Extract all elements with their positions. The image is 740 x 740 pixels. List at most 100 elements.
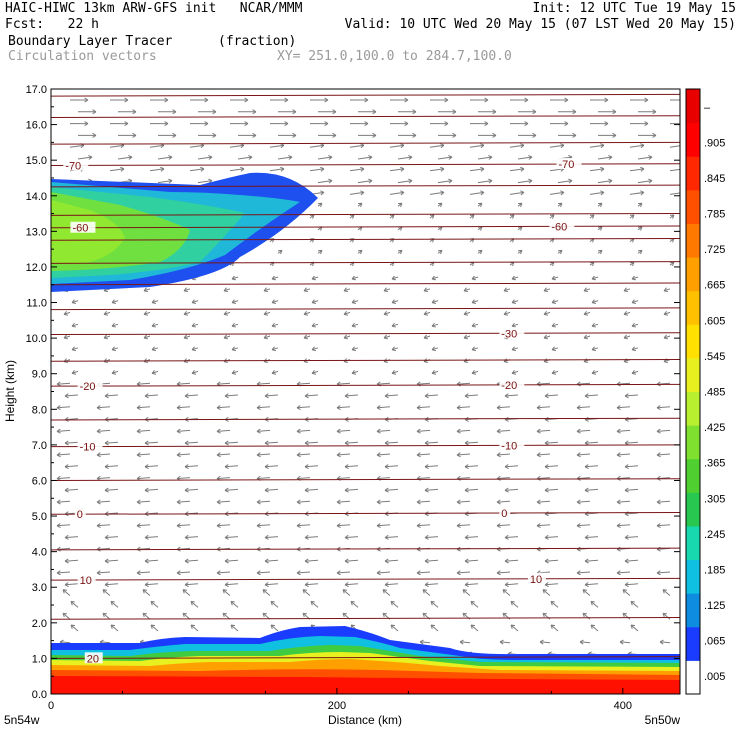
vector-arrow [264,464,279,470]
vector-arrow [551,370,559,375]
vector-arrow [136,405,151,411]
vector-arrow [216,523,231,529]
vector-arrow [64,393,79,399]
vector-arrow [623,334,631,340]
colorbar-label: .785 [704,209,725,221]
vector-arrow [496,428,511,434]
y-tick-label: 1.0 [32,653,47,665]
vector-arrow [470,600,479,608]
header-line2-left: Fcst: 22 h [5,17,99,32]
vector-arrow [263,287,271,293]
vector-arrow [416,523,431,529]
contour-label: -60 [72,223,88,235]
vector-arrow [144,487,159,493]
vector-arrow [470,97,489,103]
vector-arrow [464,393,479,399]
vector-arrow [271,370,279,375]
vector-arrow [136,452,151,458]
vector-arrow [590,624,599,632]
vector-arrow [544,558,559,564]
vector-arrow [256,523,271,529]
vector-arrow [630,97,649,103]
vector-arrow [431,299,439,304]
vector-arrow [303,311,311,316]
vector-arrow [271,275,279,281]
header-line1-left: HAIC-HIWC 13km ARW-GFS init NCAR/MMM [5,1,303,16]
vector-arrow [391,275,399,281]
vector-arrow [496,452,511,458]
vector-arrow [504,534,519,540]
vector-arrow [471,346,479,352]
y-tick-label: 9.0 [32,369,47,381]
vector-arrow [656,523,671,529]
field-name: Boundary Layer Tracer [8,34,173,49]
vector-arrow [151,370,159,375]
vector-arrow [638,109,657,115]
colorbar-swatch [686,156,700,191]
vector-arrow [631,346,639,352]
vector-arrow [590,121,609,127]
vector-arrow [230,600,239,608]
vector-arrow [216,570,231,576]
vector-arrow [271,322,279,328]
colorbar-swatch [686,189,700,224]
vector-arrow [384,464,399,470]
vector-arrow [104,487,119,493]
vector-arrow [349,214,355,219]
vector-arrow [517,249,523,255]
vector-arrow [351,346,359,352]
vector-arrow [424,393,439,399]
vector-arrow [144,440,159,446]
vector-arrow [619,639,631,645]
vector-arrow [384,487,399,493]
potential-temperature-contours [51,93,680,659]
vector-arrow [597,178,613,184]
vector-arrow [549,190,565,196]
vector-arrow [622,612,631,620]
vector-arrow [182,612,191,620]
vector-arrow [264,393,279,399]
vector-arrow [469,143,485,149]
vector-arrow [230,121,249,127]
vector-arrow [358,109,377,115]
vector-arrow [189,166,205,172]
vector-arrow [384,582,399,588]
vector-arrow [262,589,271,596]
vector-arrow [504,487,519,493]
vector-arrow [143,287,151,293]
vector-arrow [669,214,675,219]
temperature-contour [51,444,680,448]
vector-arrow [216,499,231,505]
vector-arrow [311,275,319,281]
vector-arrow [351,322,359,328]
vector-arrow [96,570,111,576]
colorbar-swatch [686,626,700,661]
vector-arrow [110,121,129,127]
vector-arrow [656,405,671,411]
vector-arrow [464,582,479,588]
vector-arrow [397,249,403,255]
y-tick-label: 3.0 [32,582,47,594]
colorbar-frame [685,88,701,695]
y-tick-label: 15.0 [26,155,47,167]
vector-arrow [271,299,279,304]
vector-arrow [144,582,159,588]
vector-arrow [437,154,453,160]
vector-arrow [158,132,177,138]
contour-label-bg [556,158,582,170]
vector-arrow [430,624,439,632]
vector-arrow [231,370,239,375]
temperature-contour [51,656,680,659]
contour-label: -10 [80,442,96,454]
vector-arrow [304,440,319,446]
vector-arrow [544,393,559,399]
vector-arrow [231,275,239,281]
vector-arrow [584,534,599,540]
vector-arrow [357,154,373,160]
colorbar-label: .005 [704,671,725,683]
vector-arrow [536,428,551,434]
vector-arrow [622,589,631,596]
vector-arrow [504,582,519,588]
vector-arrow [342,589,351,596]
